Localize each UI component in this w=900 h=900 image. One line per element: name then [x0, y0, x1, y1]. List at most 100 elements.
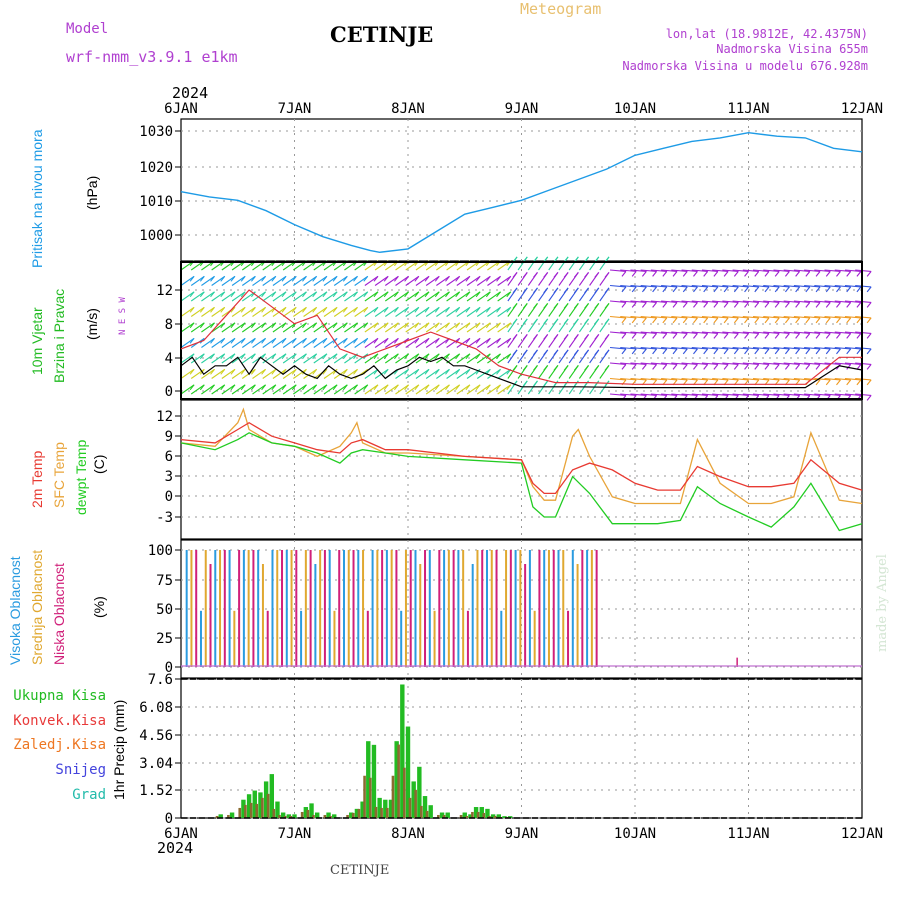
- wind-barb-tick: [512, 318, 518, 325]
- wind-barb: [211, 291, 226, 302]
- precip-bar: [502, 816, 507, 818]
- wind-barb: [303, 291, 318, 302]
- wind-barb-tick: [866, 286, 872, 293]
- wind-barb-tick: [754, 317, 760, 324]
- wind-barb-tick: [825, 286, 831, 293]
- wind-panel: 0 4 8 12: [156, 256, 872, 401]
- wind-barb-tick: [856, 317, 862, 324]
- wind-barb-tick: [506, 384, 512, 391]
- y-tick-label: 6.08: [139, 700, 173, 716]
- wind-barb: [293, 291, 307, 302]
- wind-barb-tick: [662, 302, 668, 308]
- wind-barb-tick: [784, 348, 790, 355]
- wind-barb: [804, 315, 821, 319]
- wind-barb-tick: [652, 348, 658, 355]
- wind-barb-tick: [703, 333, 709, 339]
- wind-barb-tick: [199, 353, 205, 360]
- bottom-tick-label: 10JAN: [614, 826, 656, 842]
- wind-barb-tick: [240, 275, 246, 282]
- wind-barb: [814, 331, 831, 334]
- wind-barb: [752, 346, 770, 350]
- wind-barb: [814, 269, 831, 272]
- wind-barb: [252, 384, 266, 395]
- wind-barb: [333, 353, 348, 364]
- wind-barb-tick: [465, 353, 471, 360]
- wind-barb-tick: [250, 368, 256, 375]
- wind-barb-tick: [363, 275, 369, 282]
- wind-barb-tick: [584, 272, 589, 278]
- wind-barb-tick: [363, 322, 369, 329]
- wind-barb: [640, 331, 657, 334]
- wind-barb: [201, 275, 215, 286]
- precip-bars: [215, 684, 513, 818]
- y-tick-label: 0: [165, 660, 173, 676]
- top-tick-label: 12JAN: [841, 101, 883, 117]
- wind-barb-tick: [836, 333, 841, 339]
- wind-barb: [364, 353, 379, 364]
- wind-barb-tick: [281, 275, 287, 282]
- wind-barb: [681, 284, 698, 288]
- wind-barb-tick: [713, 302, 719, 308]
- wind-barb-tick: [465, 306, 471, 313]
- wind-barb-tick: [584, 380, 589, 387]
- precip-bar: [371, 744, 377, 818]
- precip-bar: [428, 805, 433, 818]
- wind-barb-tick: [866, 364, 872, 370]
- precip-bar-frozen: [272, 808, 276, 818]
- wind-barb-tick: [404, 368, 410, 375]
- wind-barb-tick: [856, 379, 862, 386]
- precip-bar-frozen: [357, 808, 361, 818]
- wind-barb-tick: [553, 365, 559, 371]
- wind-barb-tick: [764, 286, 770, 293]
- cloud-unit: (%): [91, 596, 107, 618]
- wind-barb-tick: [604, 349, 610, 356]
- wind-barb-tick: [291, 275, 297, 282]
- wind-barb: [497, 368, 512, 379]
- wind-barb: [804, 269, 821, 272]
- wind-barb: [323, 384, 338, 395]
- wind-barb: [282, 384, 297, 395]
- wind-barb-tick: [312, 306, 318, 313]
- precip-bar-frozen: [482, 812, 486, 818]
- wind-barb-tick: [291, 384, 297, 391]
- wind-barb: [487, 306, 501, 317]
- wind-barb-tick: [573, 349, 579, 356]
- wind-barb: [773, 300, 790, 303]
- wind-barb: [436, 306, 450, 317]
- wind-barb: [722, 362, 739, 365]
- wind-barb: [855, 300, 872, 303]
- wind-barb-tick: [424, 306, 430, 313]
- wind-barb: [824, 393, 841, 396]
- wind-barb: [201, 291, 215, 302]
- precip-bar-frozen: [278, 814, 281, 818]
- wind-barb: [681, 362, 698, 365]
- wind-barb: [834, 393, 851, 396]
- wind-barb-tick: [302, 384, 307, 391]
- wind-barb-tick: [693, 333, 698, 339]
- wind-barb-tick: [424, 275, 430, 282]
- y-tick-label: 7.6: [148, 672, 173, 688]
- wind-barb-tick: [363, 306, 369, 313]
- wind-barb-tick: [475, 368, 481, 375]
- precip-bar: [507, 816, 513, 818]
- wind-barb: [844, 300, 861, 303]
- wind-barb: [681, 300, 698, 303]
- bottom-tick-label: 6JAN: [164, 826, 198, 842]
- wind-barb-tick: [682, 364, 688, 370]
- wind-barb: [855, 331, 872, 334]
- wind-barb-tick: [332, 353, 338, 360]
- wind-barb-tick: [475, 275, 481, 282]
- wind-barb-tick: [342, 322, 348, 329]
- wind-barb-tick: [302, 275, 307, 282]
- wind-barb-tick: [856, 286, 862, 293]
- wind-barb: [701, 331, 718, 334]
- y-tick-label: 4: [165, 351, 173, 367]
- wind-barb: [722, 269, 739, 272]
- wind-barb: [814, 284, 831, 288]
- wind-barb-tick: [230, 322, 236, 329]
- precip-bar-frozen: [391, 775, 395, 818]
- wind-barb: [722, 393, 739, 396]
- panel-frame: [180, 399, 863, 540]
- wind-barb: [691, 300, 708, 303]
- wind-barb-tick: [563, 349, 569, 356]
